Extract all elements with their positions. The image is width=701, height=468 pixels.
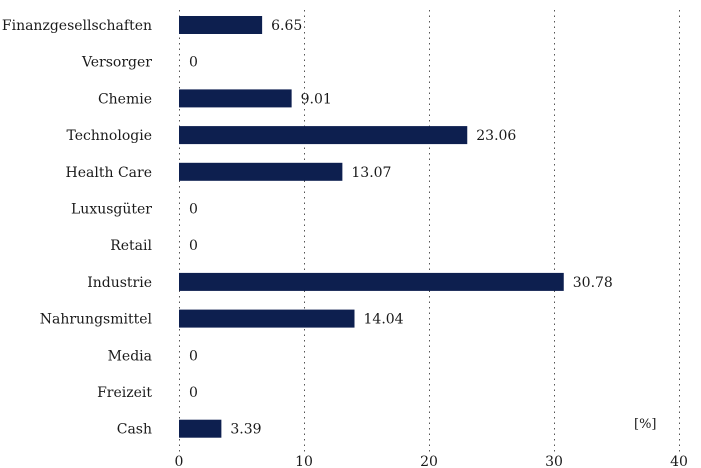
- x-tick-label: 30: [545, 454, 563, 468]
- bar-2: [179, 89, 292, 108]
- x-tick-label: 0: [175, 454, 184, 468]
- category-label: Versorger: [81, 55, 152, 71]
- value-label: 30.78: [573, 275, 613, 291]
- value-label: 23.06: [476, 128, 516, 144]
- value-label: 13.07: [351, 165, 391, 181]
- x-tick-labels: 0 10 20 30 40: [175, 454, 688, 468]
- value-label: 0: [189, 202, 198, 218]
- x-tick-label: 20: [420, 454, 438, 468]
- x-tick-label: 10: [295, 454, 313, 468]
- value-label: 6.65: [271, 18, 302, 34]
- value-label: 0: [189, 238, 198, 254]
- bar-8: [179, 309, 355, 328]
- bar-11: [179, 419, 222, 438]
- bar-3: [179, 126, 468, 145]
- value-label: 0: [189, 385, 198, 401]
- category-label: Finanzgesellschaften: [2, 18, 152, 34]
- x-tick-label: 40: [670, 454, 688, 468]
- category-label: Nahrungsmittel: [40, 312, 153, 328]
- bars: [179, 16, 564, 438]
- bar-4: [179, 162, 343, 181]
- category-label: Health Care: [66, 165, 152, 181]
- value-label: 9.01: [301, 91, 332, 107]
- gridlines: [179, 10, 680, 452]
- category-label: Chemie: [98, 91, 152, 107]
- category-label: Industrie: [87, 275, 152, 291]
- value-label: 0: [189, 55, 198, 71]
- category-label: Freizeit: [97, 385, 152, 401]
- unit-label: [%]: [634, 417, 657, 432]
- category-label: Technologie: [67, 128, 152, 144]
- category-labels: Finanzgesellschaften Versorger Chemie Techn…: [2, 18, 153, 438]
- value-label: 14.04: [364, 312, 404, 328]
- category-label: Cash: [117, 422, 152, 438]
- category-label: Media: [108, 348, 152, 364]
- value-labels: 6.65 0 9.01 23.06 13.07 0 0 30.78 14.04 0 0 3.39: [189, 18, 613, 438]
- category-label: Luxusgüter: [71, 202, 152, 218]
- category-label: Retail: [110, 238, 152, 254]
- bar-0: [179, 16, 263, 34]
- value-label: 0: [189, 348, 198, 364]
- value-label: 3.39: [230, 422, 261, 438]
- bar-7: [179, 272, 564, 291]
